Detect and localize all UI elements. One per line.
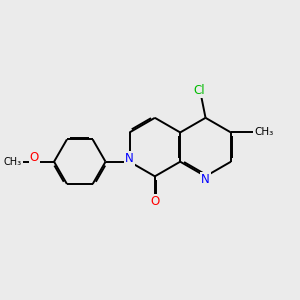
Text: CH₃: CH₃ (4, 157, 22, 167)
Text: O: O (29, 151, 39, 164)
Text: Cl: Cl (194, 84, 206, 97)
Text: CH₃: CH₃ (254, 128, 274, 137)
Text: N: N (201, 173, 210, 186)
Text: N: N (125, 152, 134, 165)
Text: O: O (150, 195, 160, 208)
